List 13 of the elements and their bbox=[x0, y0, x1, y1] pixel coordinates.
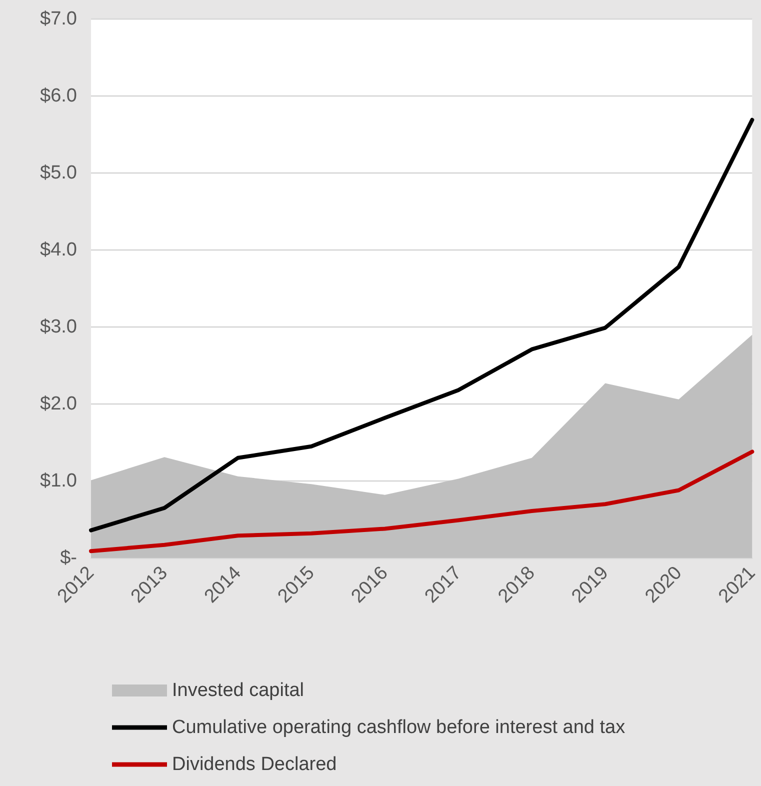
y-tick-label: $4.0 bbox=[40, 240, 77, 260]
y-tick-label: $- bbox=[60, 548, 77, 568]
y-tick-label: $7.0 bbox=[40, 8, 77, 30]
line-series bbox=[89, 118, 754, 532]
y-tick-label: $1.0 bbox=[40, 470, 77, 492]
y-tick-label: $5.0 bbox=[40, 162, 77, 184]
y-tick-label: $6.0 bbox=[40, 86, 77, 106]
line-series bbox=[89, 450, 754, 554]
legend-label: Cumulative operating cashflow before interest and tax bbox=[172, 717, 626, 738]
legend-label: Invested capital bbox=[172, 680, 304, 701]
legend-label: Dividends Declared bbox=[172, 754, 337, 775]
y-tick-label: $2.0 bbox=[40, 394, 77, 414]
y-tick-label: $3.0 bbox=[40, 316, 77, 338]
